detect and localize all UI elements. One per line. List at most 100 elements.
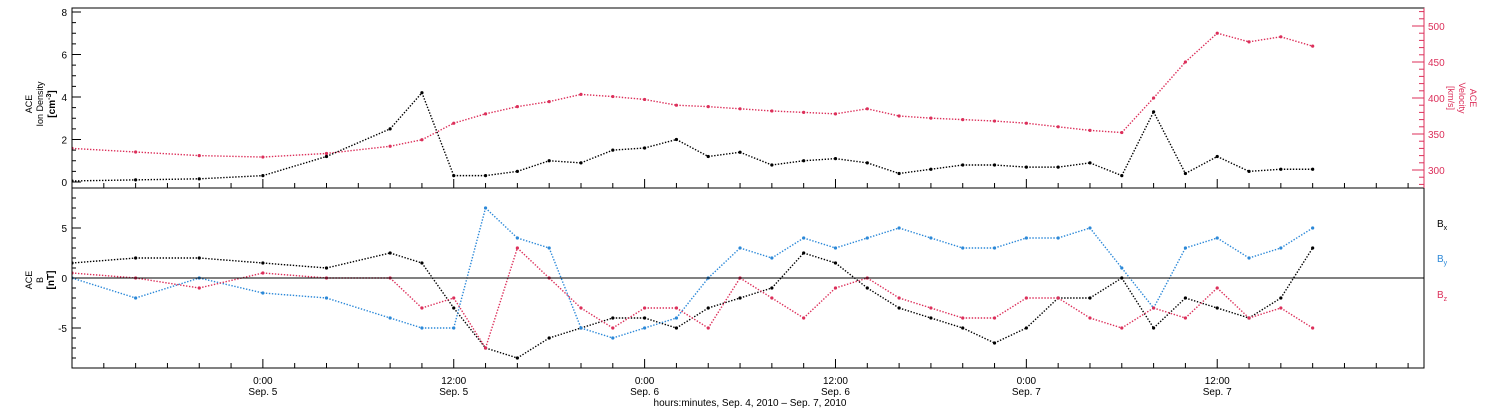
velocity-segment [899,115,931,119]
density-segment [389,92,423,130]
velocity-segment [389,139,423,147]
bz-segment [1153,307,1186,319]
bx-segment [1121,277,1155,329]
velocity-segment [580,93,613,98]
velocity-segment [867,108,900,117]
frames-layer [71,7,1425,369]
velocity-segment [0,141,8,145]
by-segment [1185,237,1218,249]
top-left-tick-label: 8 [61,8,67,19]
bz-segment [803,287,836,319]
x-tick-time-label: 12:00 [441,376,466,387]
bx-segment [72,262,73,263]
bz-segment [548,277,582,309]
bx-segment [1217,307,1250,319]
density-segment [867,162,900,175]
bottom-left-label-line1: ACE [24,271,34,290]
velocity-segment [517,100,550,108]
top-right-label-line1: ACE [1468,89,1478,108]
bz-segment [453,297,487,349]
bz-segment [676,307,709,329]
bottom-left-tick-label: 5 [61,224,67,235]
density-segment [771,160,804,166]
bz-segment [1216,287,1250,319]
by-segment [485,207,518,239]
velocity-group [0,31,1315,159]
bx-point [7,254,10,257]
bx-segment [1280,247,1314,299]
velocity-segment [1153,61,1186,99]
unit-main: [cm [47,100,58,118]
by-segment [262,292,327,299]
velocity-segment [485,105,518,115]
bx-segment [994,327,1027,344]
velocity-point [1311,44,1315,48]
legend-bx: Bx [1437,219,1448,232]
velocity-segment [930,117,963,121]
bz-segment [994,297,1027,319]
by-segment [453,207,487,329]
bz-segment [835,277,868,289]
top-left-tick-label: 4 [61,93,67,104]
bz-segment [1248,307,1282,319]
bz-segment [484,247,519,349]
bz-segment [135,277,200,289]
density-segment [421,92,455,176]
bz-segment [0,278,8,288]
by-segment [994,237,1027,249]
x-tick-date-label: Sep. 6 [630,387,659,398]
velocity-segment [1248,36,1281,43]
density-segment [930,164,963,170]
top-left-label-line3: [cm-3] [46,90,58,117]
velocity-segment [835,108,868,115]
bottom-left-axis-label: ACE B [nT] [24,271,57,290]
x-tick-time-label: 0:00 [1017,376,1037,387]
velocity-segment [803,111,836,115]
bx-segment [1185,297,1218,309]
density-segment [1248,168,1281,173]
bx-segment [580,317,614,329]
bx-segment [453,307,487,349]
density-segment [135,178,200,181]
bx-segment [962,327,995,344]
bx-segment [72,257,136,264]
velocity-segment [708,105,741,110]
velocity-segment [326,145,391,155]
by-segment [867,227,900,239]
x-tick-date-label: Sep. 7 [1012,387,1041,398]
bx-segment [644,317,677,329]
bz-segment [1184,287,1218,319]
density-segment [708,151,741,158]
density-segment [676,138,709,158]
x-tick-date-label: Sep. 6 [821,387,850,398]
bx-segment [1089,277,1123,299]
top-left-label-line2: Ion Density [35,81,45,127]
density-segment [1185,155,1218,175]
density-segment [262,155,327,177]
by-segment [803,237,836,249]
density-segment [326,128,391,158]
velocity-point [197,154,201,158]
density-segment [644,138,677,149]
velocity-segment [612,95,645,101]
bx-segment [326,252,391,269]
legend-bz-sub: z [1444,296,1448,303]
by-segment [199,277,264,294]
bottom-left-tick-label: -5 [58,324,67,335]
by-segment [1216,237,1250,259]
top-left-label-line1: ACE [24,95,34,114]
by-segment [326,297,391,319]
bottom-left-tick-label: 0 [61,274,67,285]
bz-segment [866,277,900,299]
legend-bz: Bz [1437,290,1448,303]
by-segment [1057,227,1091,239]
by-segment [930,237,963,249]
density-segment [803,157,836,162]
by-segment [1280,227,1314,249]
x-tick-date-label: Sep. 5 [248,387,277,398]
top-right-axis-label: ACE Velocity [km/s] [1446,82,1478,114]
velocity-segment [1058,126,1091,132]
bz-segment [1280,307,1314,329]
